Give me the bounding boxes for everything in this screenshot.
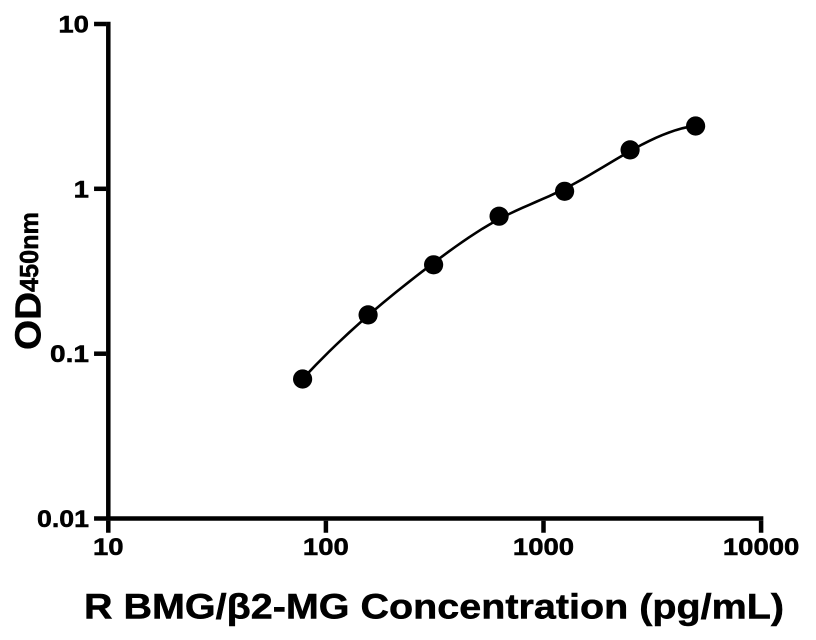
svg-text:1: 1 [74, 176, 89, 203]
svg-text:0.01: 0.01 [37, 506, 89, 533]
svg-text:10: 10 [58, 12, 89, 39]
svg-text:10: 10 [93, 534, 124, 561]
svg-text:100: 100 [303, 534, 349, 561]
svg-text:1000: 1000 [513, 534, 574, 561]
svg-text:R BMG/β2-MG Concentration (pg/: R BMG/β2-MG Concentration (pg/mL) [84, 588, 784, 627]
svg-text:0.1: 0.1 [50, 341, 89, 368]
svg-text:450nm: 450nm [14, 212, 44, 292]
svg-text:10000: 10000 [723, 534, 800, 561]
svg-text:OD: OD [8, 292, 49, 350]
